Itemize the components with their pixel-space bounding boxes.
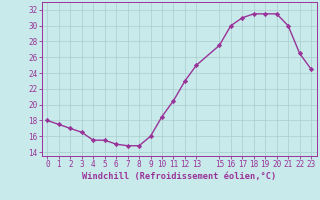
- X-axis label: Windchill (Refroidissement éolien,°C): Windchill (Refroidissement éolien,°C): [82, 172, 276, 181]
